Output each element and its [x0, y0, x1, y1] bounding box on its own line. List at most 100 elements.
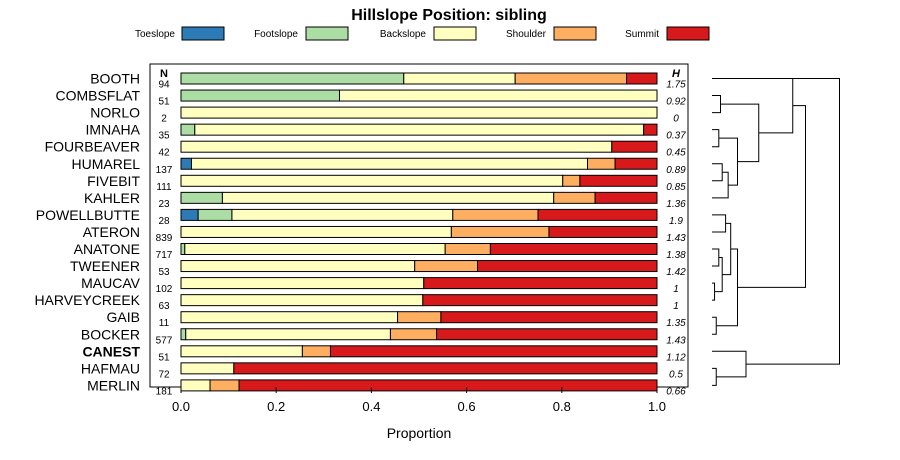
- bar-segment-tweener-summit: [477, 260, 658, 273]
- n-value-combsflat: 51: [158, 97, 170, 108]
- legend-swatch-summit: [666, 26, 710, 41]
- bar-segment-kahler-backslope: [221, 191, 555, 204]
- bar-segment-ateron-summit: [548, 225, 658, 238]
- bar-row-fourbeaver: FOURBEAVER 42 0.45: [45, 139, 687, 159]
- row-label-powellbutte: POWELLBUTTE: [36, 207, 140, 223]
- bar-segment-imnaha-summit: [643, 123, 658, 136]
- n-value-hafmau: 72: [158, 369, 170, 380]
- bar-segment-anatone-backslope: [184, 243, 446, 255]
- bar-row-booth: BOOTH 94 1.75: [90, 71, 686, 91]
- bar-segment-humarel-backslope: [190, 157, 589, 170]
- x-tick-label: 0.2: [267, 399, 285, 414]
- bar-segment-harveycreek-backslope: [180, 294, 424, 307]
- row-label-gaib: GAIB: [107, 309, 140, 325]
- h-value-fourbeaver: 0.45: [666, 148, 686, 159]
- h-value-tweener: 1.42: [666, 267, 686, 278]
- bar-row-combsflat: COMBSFLAT 51 0.92: [55, 88, 686, 108]
- n-value-harveycreek: 63: [158, 301, 170, 312]
- bar-segment-harveycreek-summit: [422, 294, 658, 307]
- bar-segment-imnaha-backslope: [194, 123, 645, 136]
- bar-segment-booth-backslope: [403, 72, 516, 85]
- bar-segment-imnaha-footslope: [180, 123, 196, 136]
- x-axis: 0.0 0.2 0.4 0.6 0.8 1.0: [172, 387, 666, 414]
- bar-segment-kahler-summit: [594, 191, 658, 204]
- n-value-humarel: 137: [156, 165, 173, 176]
- bar-segment-anatone-shoulder: [444, 243, 491, 255]
- row-label-hafmau: HAFMAU: [81, 360, 140, 376]
- n-value-maucav: 102: [156, 284, 173, 295]
- legend-label-shoulder: Shoulder: [506, 29, 547, 40]
- row-label-canest: CANEST: [82, 343, 140, 359]
- bar-row-fivebit: FIVEBIT 111 0.85: [87, 173, 686, 193]
- bar-segment-hafmau-backslope: [180, 362, 235, 375]
- h-value-fivebit: 0.85: [666, 182, 686, 193]
- bar-row-anatone: ANATONE 717 1.38: [74, 241, 687, 261]
- dendrogram-branch: [712, 171, 729, 199]
- n-column-header: N: [160, 68, 168, 80]
- dendrogram-branch: [712, 350, 747, 378]
- bar-segment-anatone-summit: [489, 243, 658, 255]
- bar-row-ateron: ATERON 839 1.43: [83, 224, 686, 244]
- dendrogram-branch: [712, 282, 716, 301]
- dendrogram-branch: [720, 103, 760, 163]
- row-label-maucav: MAUCAV: [81, 275, 141, 291]
- h-value-kahler: 1.36: [666, 199, 686, 210]
- bar-rows: BOOTH 94 1.75 COMBSFLAT 51 0.92 NORLO 2 0 IMNAHA 3…: [34, 71, 686, 398]
- h-value-humarel: 0.89: [666, 165, 686, 176]
- bar-segment-humarel-summit: [614, 157, 658, 170]
- bar-segment-humarel-toeslope: [180, 157, 192, 170]
- bar-segment-booth-summit: [626, 72, 658, 85]
- h-value-ateron: 1.43: [666, 233, 686, 244]
- bar-segment-canest-shoulder: [301, 345, 331, 358]
- h-value-merlin: 0.66: [666, 386, 686, 397]
- bar-row-gaib: GAIB 11 1.35: [107, 309, 687, 329]
- x-axis-label: Proportion: [387, 425, 452, 441]
- dendrogram-branch: [712, 248, 720, 267]
- bar-segment-powellbutte-footslope: [197, 208, 233, 221]
- h-value-booth: 1.75: [666, 80, 686, 91]
- bar-row-tweener: TWEENER 53 1.42: [70, 258, 686, 278]
- bar-segment-maucav-backslope: [180, 277, 425, 290]
- bar-segment-powellbutte-backslope: [231, 208, 454, 221]
- dendrogram-branch: [712, 214, 727, 233]
- x-tick-label: 0.0: [172, 399, 190, 414]
- bar-row-bocker: BOCKER 577 1.43: [81, 326, 686, 346]
- row-label-kahler: KAHLER: [84, 190, 140, 206]
- bar-segment-tweener-shoulder: [414, 260, 479, 273]
- legend-label-summit: Summit: [625, 29, 659, 40]
- row-label-bocker: BOCKER: [81, 326, 140, 342]
- dendrogram-branch: [712, 367, 717, 386]
- bar-row-imnaha: IMNAHA 35 0.37: [86, 122, 687, 142]
- row-label-norlo: NORLO: [90, 105, 140, 121]
- n-value-merlin: 181: [156, 386, 173, 397]
- dendrogram-branch: [712, 163, 723, 182]
- bar-segment-gaib-summit: [440, 311, 658, 324]
- bar-segment-bocker-backslope: [185, 328, 391, 341]
- bar-segment-bocker-footslope: [180, 328, 187, 341]
- bar-segment-fourbeaver-summit: [611, 140, 658, 153]
- row-label-anatone: ANATONE: [74, 241, 140, 257]
- bar-segment-canest-backslope: [180, 345, 303, 358]
- row-label-fivebit: FIVEBIT: [87, 173, 140, 189]
- h-value-maucav: 1: [673, 284, 679, 295]
- bar-row-powellbutte: POWELLBUTTE 28 1.9: [36, 207, 684, 227]
- bar-segment-booth-footslope: [180, 72, 405, 85]
- bar-segment-ateron-shoulder: [450, 225, 550, 238]
- bar-segment-kahler-shoulder: [553, 191, 596, 204]
- n-value-norlo: 2: [161, 114, 167, 125]
- row-label-humarel: HUMAREL: [72, 156, 141, 172]
- row-label-booth: BOOTH: [90, 71, 140, 87]
- bar-segment-tweener-backslope: [180, 260, 416, 273]
- row-label-tweener: TWEENER: [70, 258, 140, 274]
- bar-segment-combsflat-backslope: [339, 89, 658, 102]
- bar-segment-bocker-shoulder: [389, 328, 438, 341]
- bar-segment-kahler-footslope: [180, 191, 223, 204]
- legend-swatch-toeslope: [181, 26, 225, 41]
- dendrogram-branch: [712, 78, 840, 365]
- row-label-combsflat: COMBSFLAT: [55, 88, 140, 104]
- x-tick-label: 0.4: [362, 399, 380, 414]
- bar-segment-booth-shoulder: [514, 72, 628, 85]
- bar-segment-gaib-backslope: [180, 311, 399, 324]
- n-value-anatone: 717: [156, 250, 173, 261]
